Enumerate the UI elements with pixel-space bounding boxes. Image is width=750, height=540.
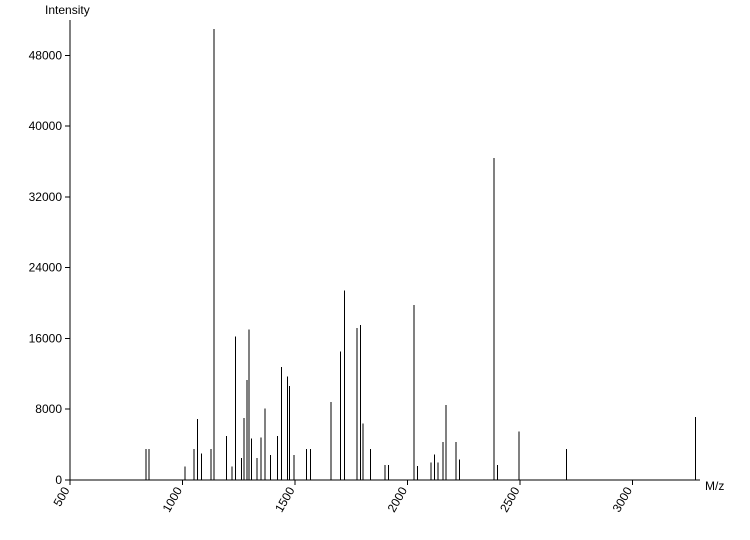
x-tick-label: 2000 <box>385 484 411 514</box>
y-tick-label: 40000 <box>29 119 63 133</box>
chart-svg: 0 8000 16000 24000 32000 40000 48000 500 1000 150… <box>0 0 750 540</box>
x-tick-label: 500 <box>50 484 72 509</box>
y-tick-label: 16000 <box>29 331 63 345</box>
x-axis-title: M/z <box>705 479 724 493</box>
y-tick-label: 32000 <box>29 190 63 204</box>
y-tick-label: 0 <box>55 473 62 487</box>
x-tick-label: 1000 <box>160 484 186 514</box>
y-tick-label: 8000 <box>35 402 62 416</box>
mass-spectrum-chart: 0 8000 16000 24000 32000 40000 48000 500 1000 150… <box>0 0 750 540</box>
y-tick-label: 48000 <box>29 48 63 62</box>
x-tick-label: 3000 <box>610 484 636 514</box>
x-tick-label: 2500 <box>497 484 523 514</box>
y-tick-label: 24000 <box>29 261 63 275</box>
x-tick-label: 1500 <box>272 484 298 514</box>
y-axis-title: Intensity <box>45 3 90 17</box>
